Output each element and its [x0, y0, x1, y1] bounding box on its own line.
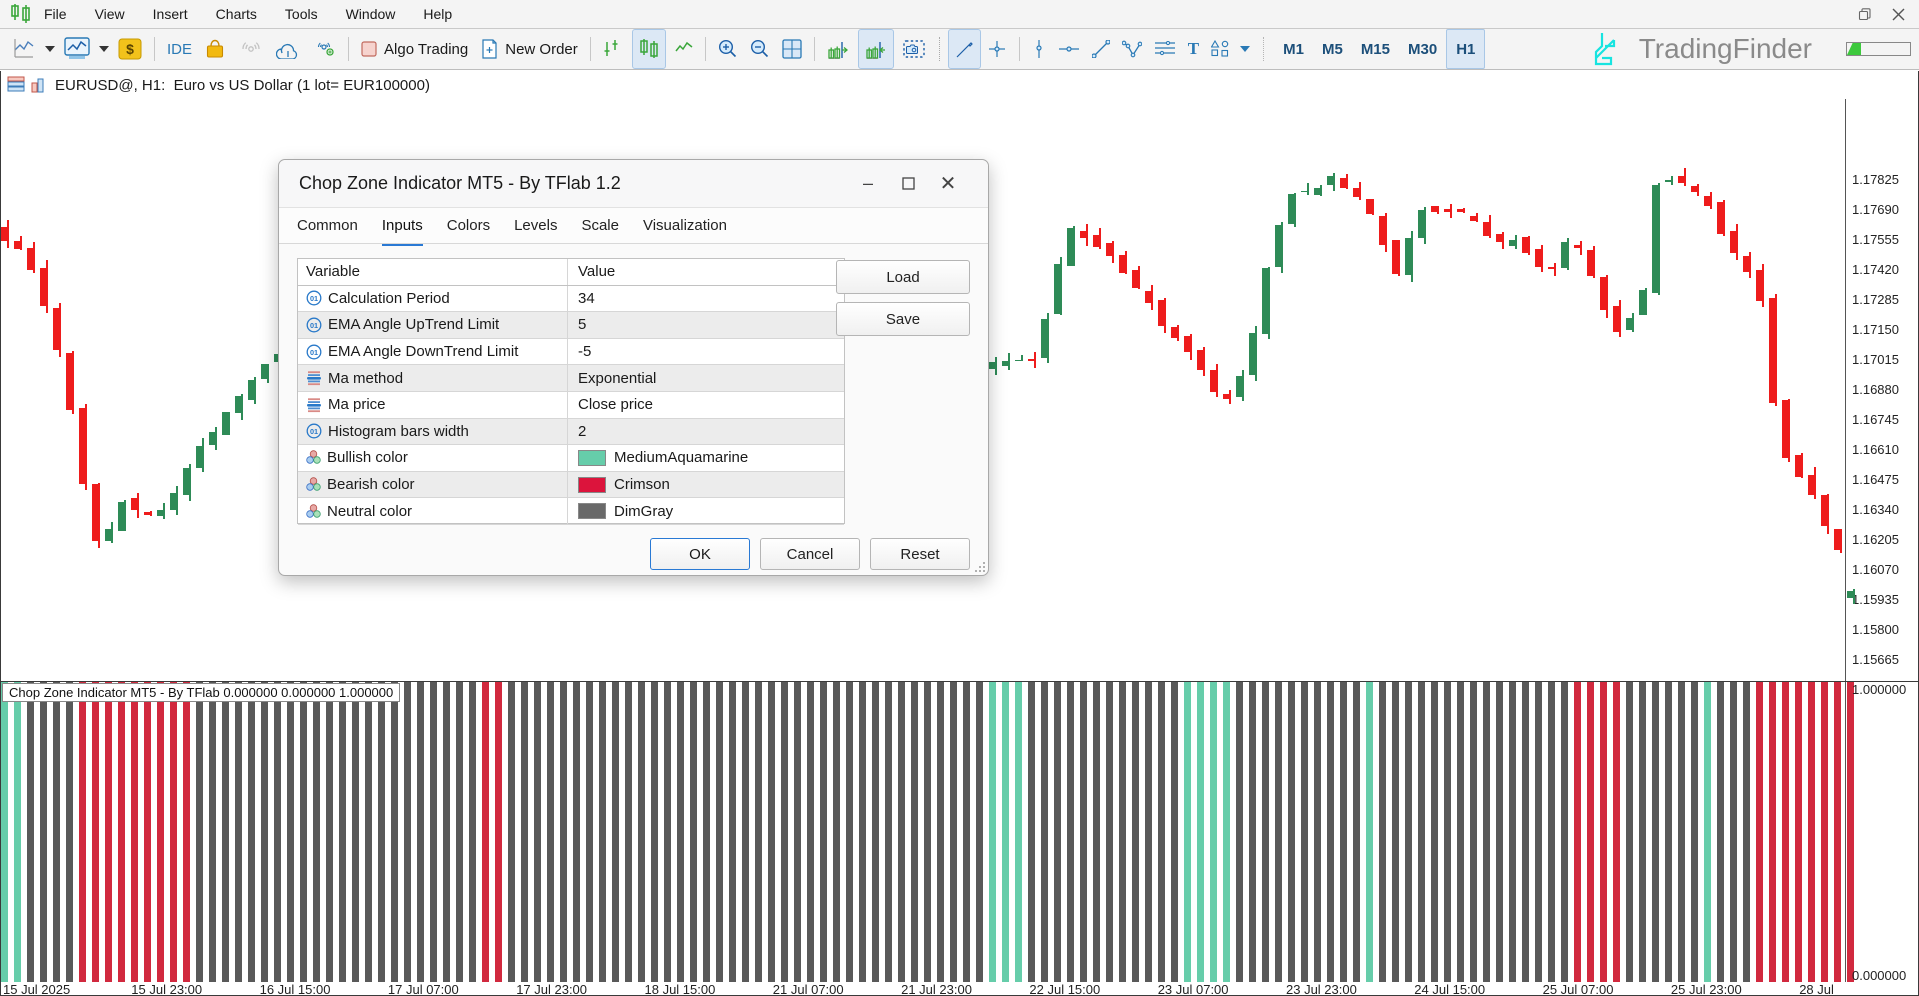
svg-text:01: 01 [310, 295, 318, 304]
svg-text:$: $ [126, 41, 134, 57]
svg-text:01: 01 [310, 321, 318, 330]
svg-text:01: 01 [310, 348, 318, 357]
svg-text:01: 01 [310, 428, 318, 437]
